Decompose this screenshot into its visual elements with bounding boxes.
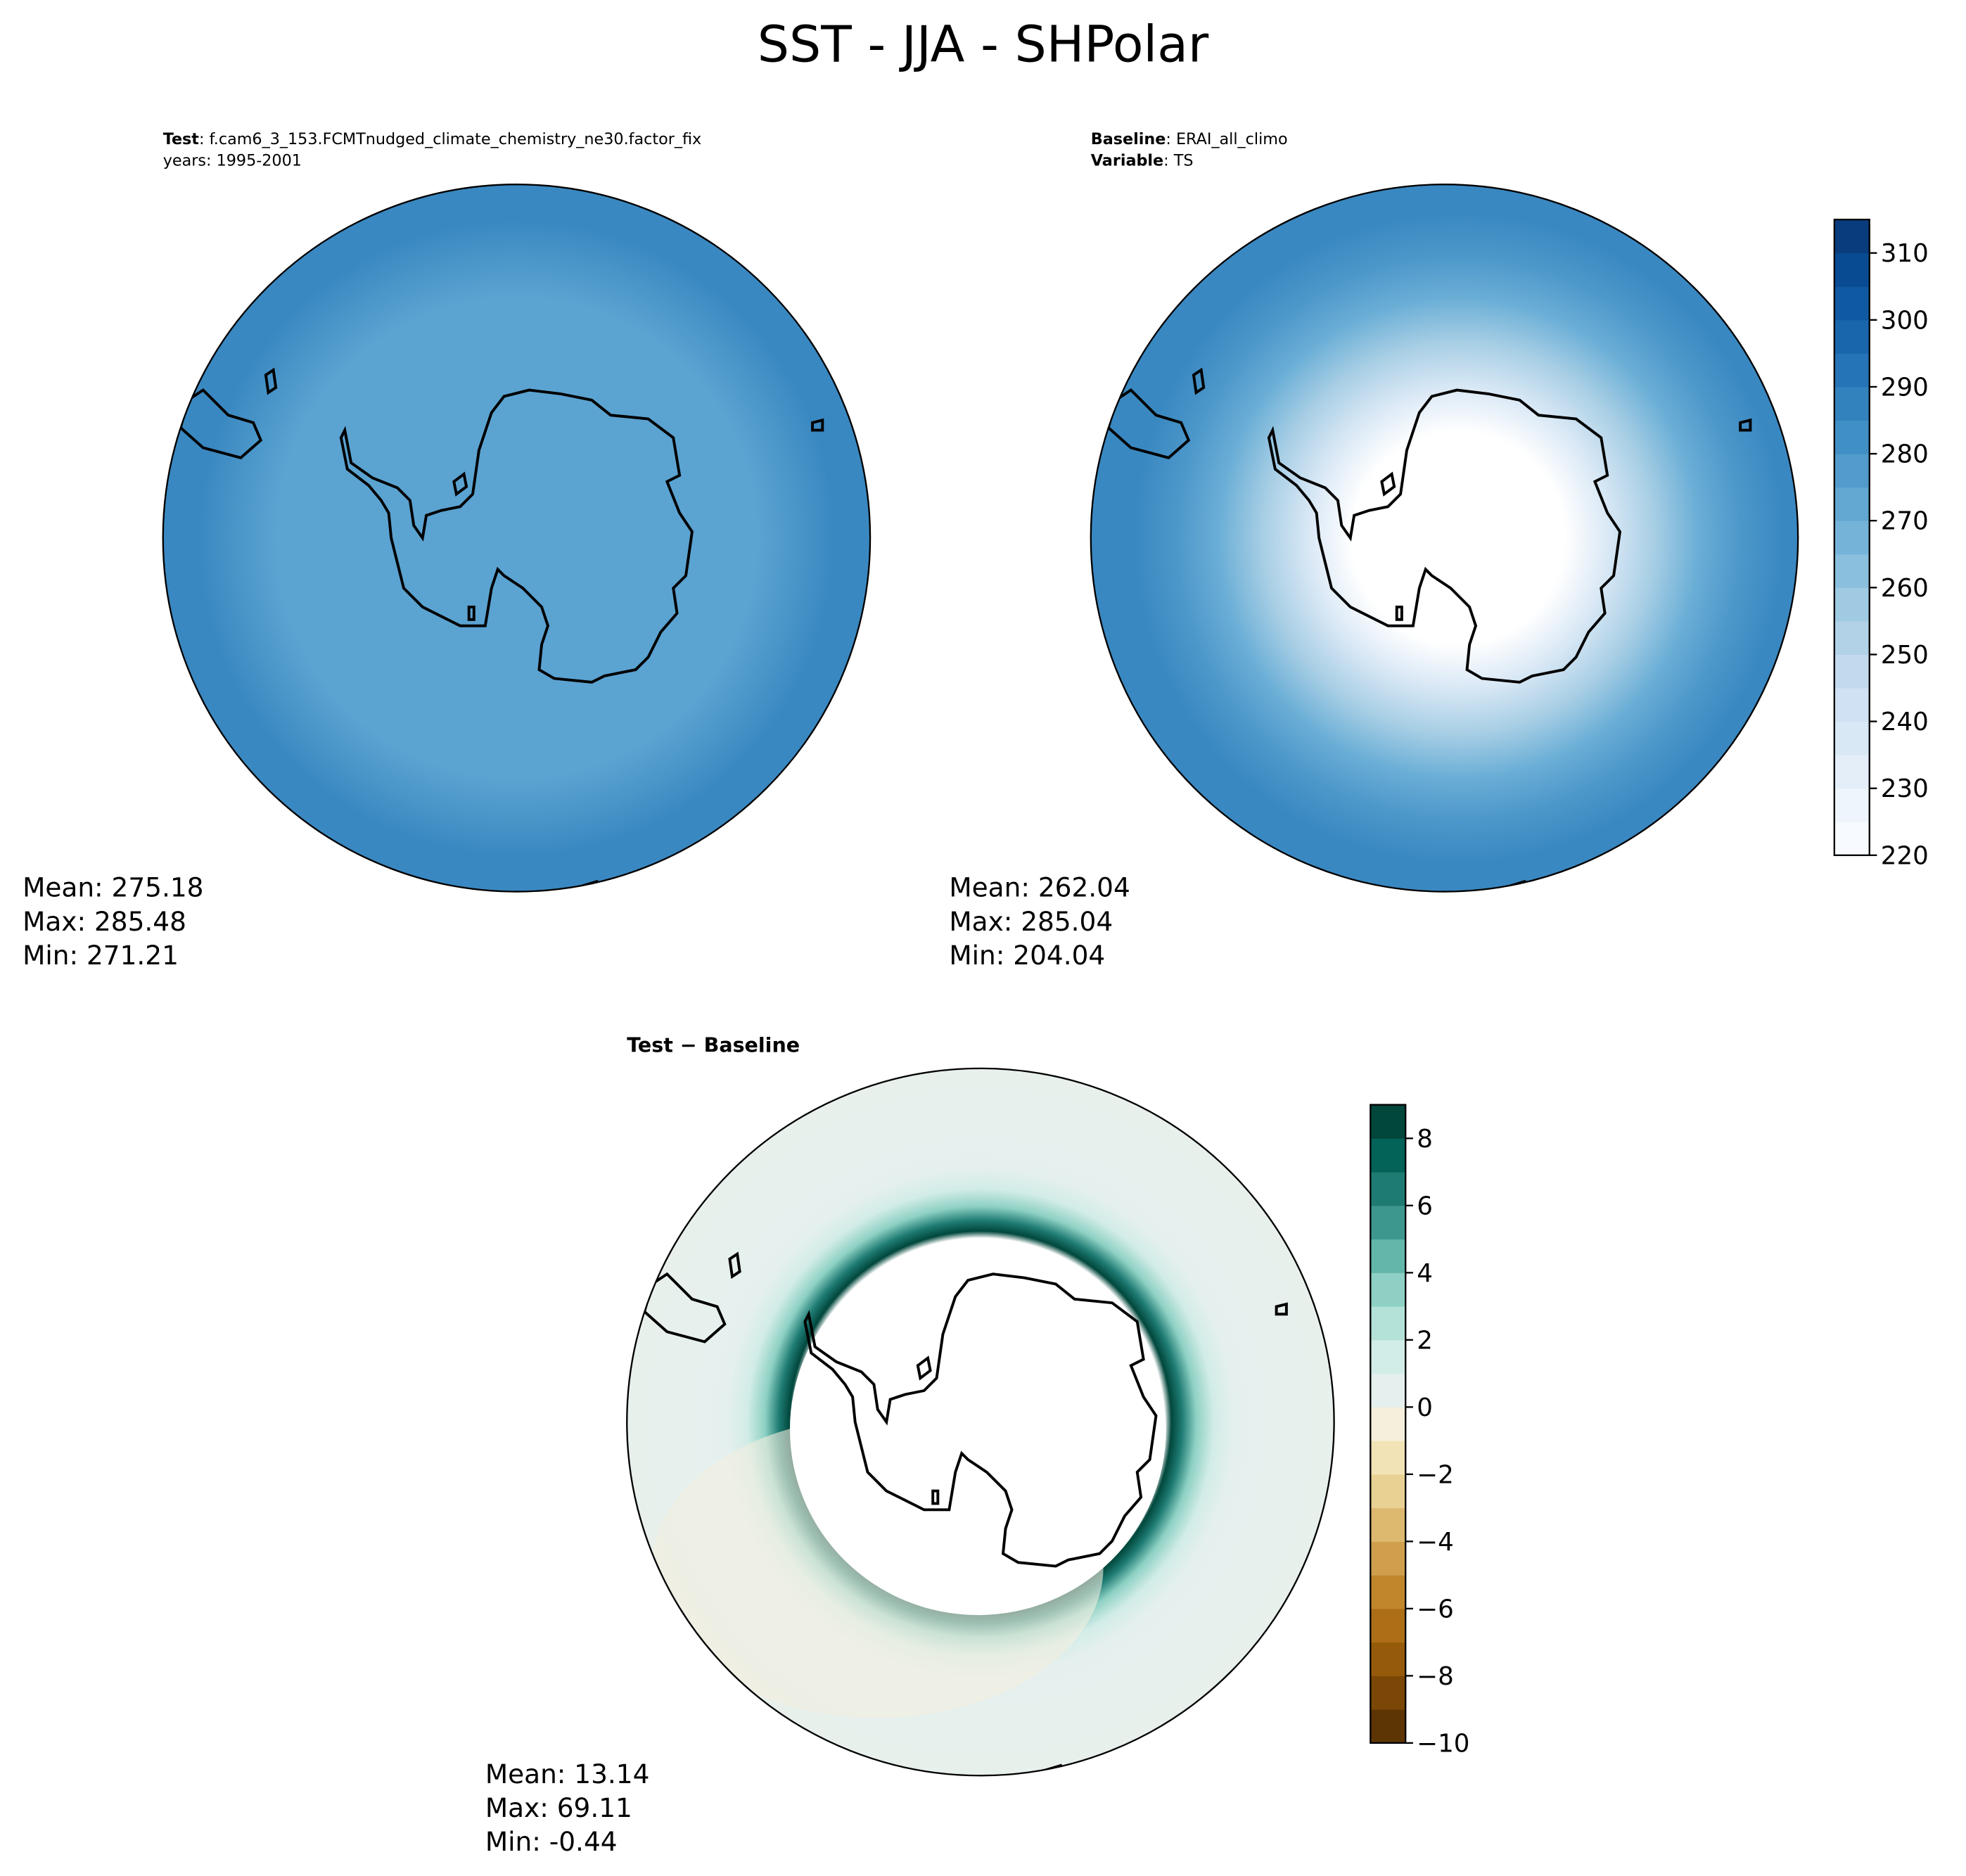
colorbar-tick-label: 270	[1881, 507, 1929, 536]
colorbar-frame	[1370, 1104, 1407, 1744]
colorbar-tick-label: 290	[1881, 373, 1929, 402]
colorbar-band	[1370, 1541, 1406, 1576]
colorbar-band	[1370, 1507, 1406, 1542]
header-label: Test − Baseline	[627, 1034, 800, 1057]
header-value: : TS	[1163, 151, 1193, 170]
colorbar-band	[1370, 1239, 1406, 1273]
colorbar-band	[1370, 1407, 1406, 1441]
header-label: Baseline	[1091, 130, 1166, 148]
map-border	[162, 184, 872, 893]
panel-header: Baseline: ERAI_all_climo	[1091, 130, 1288, 148]
colorbar-tick-label: 220	[1881, 841, 1929, 870]
colorbar-band	[1834, 822, 1870, 856]
stat-line: Max: 285.04	[949, 906, 1113, 937]
colorbar-tick-label: 8	[1417, 1125, 1433, 1154]
stat-line: Max: 285.48	[23, 906, 186, 937]
header-label: Test	[163, 130, 200, 148]
colorbar-tick-label: −6	[1417, 1595, 1454, 1623]
colorbar-band	[1834, 554, 1870, 588]
map-fill	[789, 1244, 1166, 1616]
colorbar-tick-label: 310	[1881, 239, 1929, 268]
colorbar-band	[1370, 1709, 1406, 1744]
colorbar-band	[1834, 721, 1870, 755]
colorbar-tick-label: 2	[1417, 1326, 1433, 1355]
colorbar-band	[1370, 1575, 1406, 1609]
stat-line: Min: -0.44	[485, 1826, 618, 1857]
colorbar-band	[1370, 1138, 1406, 1173]
colorbar-band	[1834, 454, 1870, 488]
stat-line: Min: 204.04	[949, 940, 1105, 971]
header-value: years: 1995-2001	[163, 151, 302, 170]
colorbar-tick-label: 250	[1881, 641, 1929, 670]
map-border	[1090, 184, 1799, 893]
colorbar-band	[1370, 1205, 1406, 1240]
stat-line: Max: 69.11	[485, 1792, 632, 1823]
map-test	[162, 184, 872, 893]
colorbar-tick-label: −4	[1417, 1528, 1454, 1557]
colorbar-band	[1370, 1373, 1406, 1408]
colorbar-band	[1834, 521, 1870, 555]
header-value: : ERAI_all_climo	[1166, 130, 1287, 148]
colorbar-band	[1834, 688, 1870, 722]
colorbar-band	[1370, 1642, 1406, 1676]
colorbar-tick-label: −10	[1417, 1729, 1469, 1758]
map-difference	[626, 1067, 1335, 1777]
colorbar-tick-label: 300	[1881, 306, 1929, 335]
figure-title: SST - JJA - SHPolar	[758, 15, 1209, 74]
colorbar-band	[1834, 620, 1870, 655]
colorbar-band	[1370, 1474, 1406, 1509]
panel-header: Test − Baseline	[627, 1034, 800, 1057]
colorbar-band	[1370, 1608, 1406, 1643]
colorbar-tick-label: 4	[1417, 1259, 1433, 1288]
colorbar-band	[1370, 1441, 1406, 1475]
colorbar-band	[1370, 1306, 1406, 1341]
map-baseline	[1090, 184, 1799, 893]
colorbar-tick-label: 240	[1881, 708, 1929, 736]
colorbar-band	[1834, 386, 1870, 421]
panel-header: Variable: TS	[1091, 151, 1194, 170]
colorbar-band	[1370, 1339, 1406, 1374]
colorbar-frame	[1833, 218, 1870, 857]
colorbar-band	[1834, 353, 1870, 388]
colorbar-tick-label: 280	[1881, 440, 1929, 469]
panel-header: Test: f.cam6_3_153.FCMTnudged_climate_ch…	[163, 130, 702, 148]
colorbar-band	[1834, 487, 1870, 521]
colorbar-band	[1834, 253, 1870, 287]
stat-line: Mean: 275.18	[23, 872, 203, 903]
stat-line: Mean: 262.04	[949, 872, 1130, 903]
colorbar-band	[1834, 654, 1870, 689]
colorbar-tick-label: 260	[1881, 574, 1929, 603]
colorbar-band	[1370, 1676, 1406, 1710]
colorbar-tick-label: 0	[1417, 1393, 1433, 1422]
colorbar-band	[1370, 1272, 1406, 1307]
stat-line: Mean: 13.14	[485, 1759, 650, 1789]
colorbar-tick-label: −2	[1417, 1460, 1454, 1489]
map-border	[626, 1067, 1335, 1777]
colorbar-band	[1834, 755, 1870, 789]
colorbar-band	[1370, 1104, 1406, 1139]
header-value: : f.cam6_3_153.FCMTnudged_climate_chemis…	[199, 130, 701, 148]
colorbar-tick-label: −8	[1417, 1662, 1454, 1691]
stat-line: Min: 271.21	[23, 940, 179, 971]
colorbar-band	[1834, 587, 1870, 622]
colorbar-band	[1834, 219, 1870, 254]
colorbar-tick-label: 6	[1417, 1192, 1433, 1220]
colorbar-band	[1834, 788, 1870, 822]
colorbar-band	[1834, 319, 1870, 354]
panel-header: years: 1995-2001	[163, 151, 302, 170]
colorbar-band	[1834, 286, 1870, 321]
header-label: Variable	[1091, 151, 1163, 170]
colorbar-band	[1834, 420, 1870, 454]
map-fill	[162, 184, 871, 892]
map-fill	[1090, 184, 1799, 892]
colorbar-band	[1370, 1172, 1406, 1206]
colorbar-tick-label: 230	[1881, 774, 1929, 803]
